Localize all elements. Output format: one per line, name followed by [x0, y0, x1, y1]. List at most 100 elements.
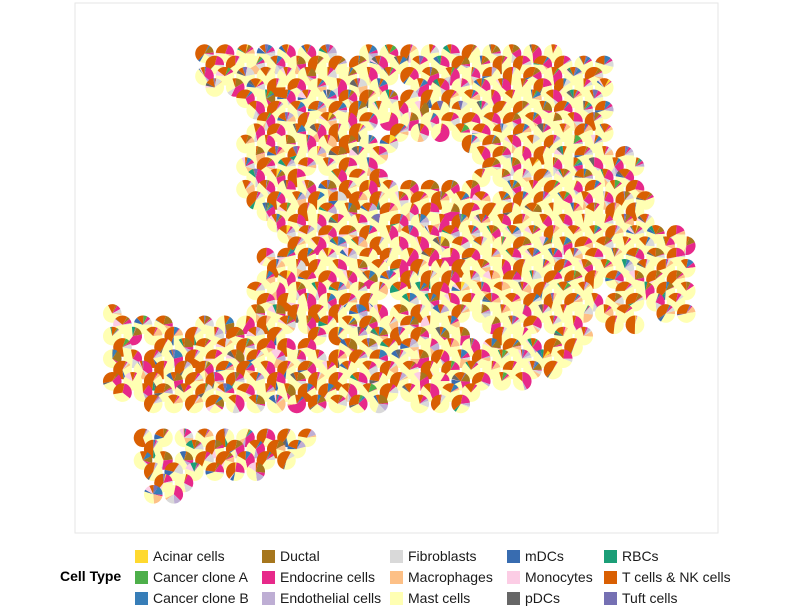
pie-slice [553, 225, 556, 235]
pie-slice [462, 121, 471, 125]
pie-slice [604, 307, 614, 318]
pie-slice [113, 383, 125, 395]
pie-slice [209, 403, 222, 414]
pie-slice [655, 247, 665, 257]
pie-slice [270, 168, 277, 178]
pie-slice [348, 92, 358, 104]
pie-slice [636, 262, 646, 269]
pie-slice [522, 381, 527, 391]
pie-slice [363, 270, 371, 280]
pie-slice [592, 89, 599, 99]
pie-slice [542, 169, 549, 178]
pie-slice [591, 293, 594, 303]
pie-slice [307, 89, 309, 99]
pie-slice [532, 95, 542, 101]
pie-slice [623, 213, 627, 224]
pie-slice [337, 123, 340, 133]
pie-slice [214, 464, 225, 473]
pie-slice [635, 159, 642, 167]
pie-slice [348, 90, 355, 99]
pie-slice [204, 52, 214, 55]
pie-slice [132, 327, 137, 337]
pie-slice [471, 132, 482, 134]
pie-slice [583, 78, 587, 88]
spot-pie [164, 349, 184, 369]
pie-slice [566, 69, 574, 77]
pie-slice [450, 292, 460, 306]
pie-slice [563, 286, 572, 291]
pie-slice [482, 166, 492, 169]
pie-slice [317, 305, 324, 314]
pie-slice [276, 259, 282, 269]
pie-slice [540, 349, 544, 359]
pie-slice [471, 129, 482, 134]
pie-slice [532, 211, 542, 213]
pie-slice [240, 134, 249, 144]
pie-slice [433, 78, 441, 88]
spot-pie [277, 451, 296, 470]
pie-slice [318, 320, 328, 327]
pie-slice [460, 304, 465, 314]
pie-slice [292, 123, 297, 133]
pie-slice [142, 360, 144, 370]
pie-slice [110, 326, 113, 337]
pie-slice [491, 135, 497, 144]
pie-slice [337, 372, 344, 382]
pie-slice [279, 225, 287, 235]
pie-slice [266, 151, 277, 156]
pie-slice [253, 123, 261, 133]
pie-slice [358, 281, 365, 291]
pie-slice [112, 350, 122, 364]
pie-slice [184, 483, 193, 493]
pie-slice [419, 281, 424, 291]
pie-slice [368, 225, 374, 235]
pie-slice [451, 394, 463, 411]
pie-slice [245, 44, 249, 54]
spot-pie [369, 394, 389, 414]
pie-slice [542, 56, 550, 65]
pie-slice [522, 244, 532, 246]
pie-slice [235, 372, 240, 382]
pie-slice [522, 304, 525, 314]
pie-slice [348, 394, 361, 406]
pie-slice [525, 202, 538, 212]
pie-slice [195, 383, 206, 396]
pie-slice [573, 141, 583, 144]
pie-slice [255, 471, 265, 477]
pie-slice [410, 78, 420, 94]
pie-slice [276, 395, 283, 404]
pie-slice [255, 313, 266, 315]
pie-slice [236, 428, 249, 442]
pie-slice [314, 281, 320, 291]
pie-slice [204, 67, 214, 83]
pie-slice [296, 441, 306, 450]
pie-slice [266, 428, 269, 438]
pie-slice [646, 292, 659, 312]
pie-slice [378, 55, 382, 65]
pie-slice [573, 275, 583, 280]
pie-slice [276, 57, 286, 68]
pie-slice [307, 157, 315, 167]
pie-slice [655, 230, 665, 235]
pie-slice [409, 45, 418, 54]
pie-slice [566, 68, 574, 77]
pie-slice [274, 64, 277, 75]
pie-slice [260, 360, 269, 370]
pie-slice [563, 326, 566, 337]
pie-slice [318, 115, 328, 122]
pie-slice [471, 136, 478, 144]
pie-slice [155, 319, 164, 325]
pie-slice [447, 338, 452, 348]
pie-slice [630, 225, 635, 235]
pie-slice [594, 71, 603, 77]
pie-slice [460, 373, 471, 382]
pie-slice [245, 157, 252, 167]
pie-slice [630, 226, 635, 235]
pie-slice [112, 304, 118, 314]
pie-slice [266, 100, 280, 116]
pie-slice [337, 60, 347, 65]
pie-slice [276, 214, 283, 224]
pie-slice [635, 158, 641, 167]
spot-pie [471, 281, 491, 301]
pie-slice [255, 80, 265, 88]
